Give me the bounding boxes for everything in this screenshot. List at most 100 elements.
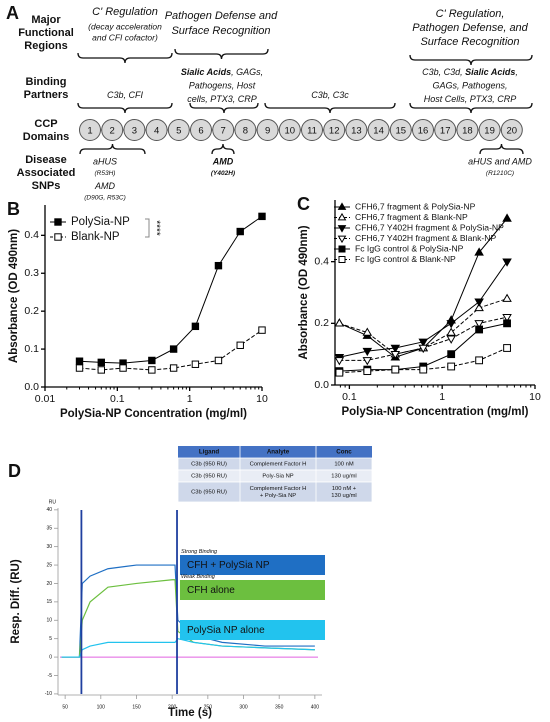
marker: [502, 213, 512, 222]
domain-circle: [301, 119, 323, 141]
row-label: CCP: [34, 118, 57, 130]
x-tick-label: 0.01: [35, 393, 56, 405]
x-tick-label: 50: [62, 704, 68, 710]
table-header-bg: [178, 446, 372, 458]
marker: [169, 345, 178, 353]
marker: [338, 256, 346, 263]
y-axis-title: Absorbance (OD 490nm): [8, 229, 20, 363]
y-tick-label: 25: [46, 562, 52, 568]
y-tick-label: 40: [46, 507, 52, 513]
y-tick-label: -10: [45, 691, 52, 697]
panel-label: C: [297, 194, 310, 214]
row-label: Functional: [18, 27, 74, 39]
table-cell: 100 nM +: [332, 486, 357, 492]
snp-text: aHUS and AMD: [468, 156, 532, 166]
x-tick-label: 250: [204, 704, 213, 710]
binding-part: C3b, C3c: [311, 90, 349, 100]
row-label: Regions: [24, 40, 67, 52]
marker: [502, 293, 512, 302]
binding-part: cells, PTX3, CRP: [187, 94, 257, 104]
x-axis-title: Time (s): [168, 707, 212, 719]
marker: [503, 344, 511, 352]
domain-number: 9: [265, 126, 270, 137]
binding-part: Sialic Acids: [465, 67, 515, 77]
legend-label: Fc IgG control & Blank-NP: [355, 254, 456, 264]
region-text: Pathogen Defense and: [165, 10, 278, 22]
binding-text: C3b, CFI: [107, 90, 144, 100]
marker: [191, 360, 200, 368]
domain-circle: [389, 119, 412, 141]
marker: [419, 365, 428, 374]
x-tick-label: 100: [97, 704, 106, 710]
snp-text: (R53H): [95, 170, 116, 177]
y-tick-label: 0.2: [24, 305, 39, 317]
binding-text: cells, PTX3, CRP: [187, 94, 257, 104]
marker: [334, 357, 345, 366]
table-header: Ligand: [199, 449, 219, 456]
domain-number: 3: [132, 126, 137, 137]
region-text: and CFI cofactor): [92, 32, 158, 42]
snp-text: (Y402H): [211, 170, 235, 177]
x-tick-label: 0.1: [110, 393, 125, 405]
marker: [334, 318, 345, 327]
domain-number: 6: [198, 126, 203, 137]
domain-circle: [323, 119, 346, 141]
x-tick-label: 1: [439, 391, 445, 403]
y-tick-label: 0.4: [314, 255, 329, 267]
y-tick-label: 35: [46, 526, 52, 532]
y-tick-label: 0.2: [314, 317, 329, 329]
row-label: Domains: [23, 131, 69, 143]
marker: [97, 366, 105, 374]
marker: [363, 367, 372, 376]
x-tick-label: 350: [275, 704, 284, 710]
domain-circle: [367, 119, 390, 141]
domain-circle: [500, 119, 523, 141]
binding-note: Strong Binding: [181, 549, 218, 555]
binding-part: Sialic Acids: [181, 67, 231, 77]
marker: [335, 368, 344, 377]
legend-label: CFH6,7 fragment & PolySia-NP: [355, 201, 476, 211]
snp-text: aHUS: [93, 156, 117, 166]
x-tick-label: 300: [239, 704, 248, 710]
table-cell: 100 nM: [334, 462, 354, 468]
y-tick-label: 0.0: [24, 381, 39, 393]
binding-part: Pathogens, Host: [189, 81, 256, 91]
legend-label: PolySia-NP: [71, 216, 130, 228]
domain-number: 8: [243, 126, 248, 137]
x-axis-title: PolySia-NP Concentration (mg/ml): [60, 408, 247, 420]
legend-label: CFH alone: [187, 585, 235, 596]
trace: [61, 638, 315, 658]
marker: [214, 261, 223, 270]
domain-circle: [256, 119, 279, 141]
domain-number: 1: [87, 126, 92, 137]
marker: [54, 233, 62, 241]
marker: [337, 225, 347, 233]
binding-part: C3b, CFI: [107, 90, 144, 100]
marker: [236, 227, 244, 236]
marker: [338, 245, 346, 253]
y-tick-label: 0.0: [314, 379, 329, 391]
legend-box: [180, 555, 325, 575]
table-cell: C3b (950 RU): [191, 474, 227, 480]
binding-brace: [409, 102, 533, 114]
table-header: Conc: [336, 449, 352, 456]
snp-text: (R1210C): [486, 170, 514, 177]
binding-text: C3b, C3c: [311, 90, 349, 100]
marker: [474, 247, 484, 256]
marker: [214, 356, 223, 365]
domain-circle: [478, 119, 501, 141]
legend-label: PolySia NP alone: [187, 625, 265, 636]
domain-number: 10: [285, 126, 296, 137]
y-axis-title: Absorbance (OD 490nm): [298, 225, 310, 359]
x-tick-label: 1: [187, 393, 193, 405]
region-text: (decay acceleration: [88, 21, 162, 31]
domain-number: 14: [373, 126, 384, 137]
domain-circle: [212, 119, 235, 141]
legend-label: CFH6,7 Y402H fragment & Blank-NP: [355, 233, 496, 243]
y-tick-label: -5: [48, 673, 53, 679]
binding-brace: [264, 102, 396, 114]
domain-circle: [345, 119, 368, 141]
domain-number: 18: [462, 126, 473, 137]
binding-text: GAGs, Pathogens,: [432, 81, 507, 91]
